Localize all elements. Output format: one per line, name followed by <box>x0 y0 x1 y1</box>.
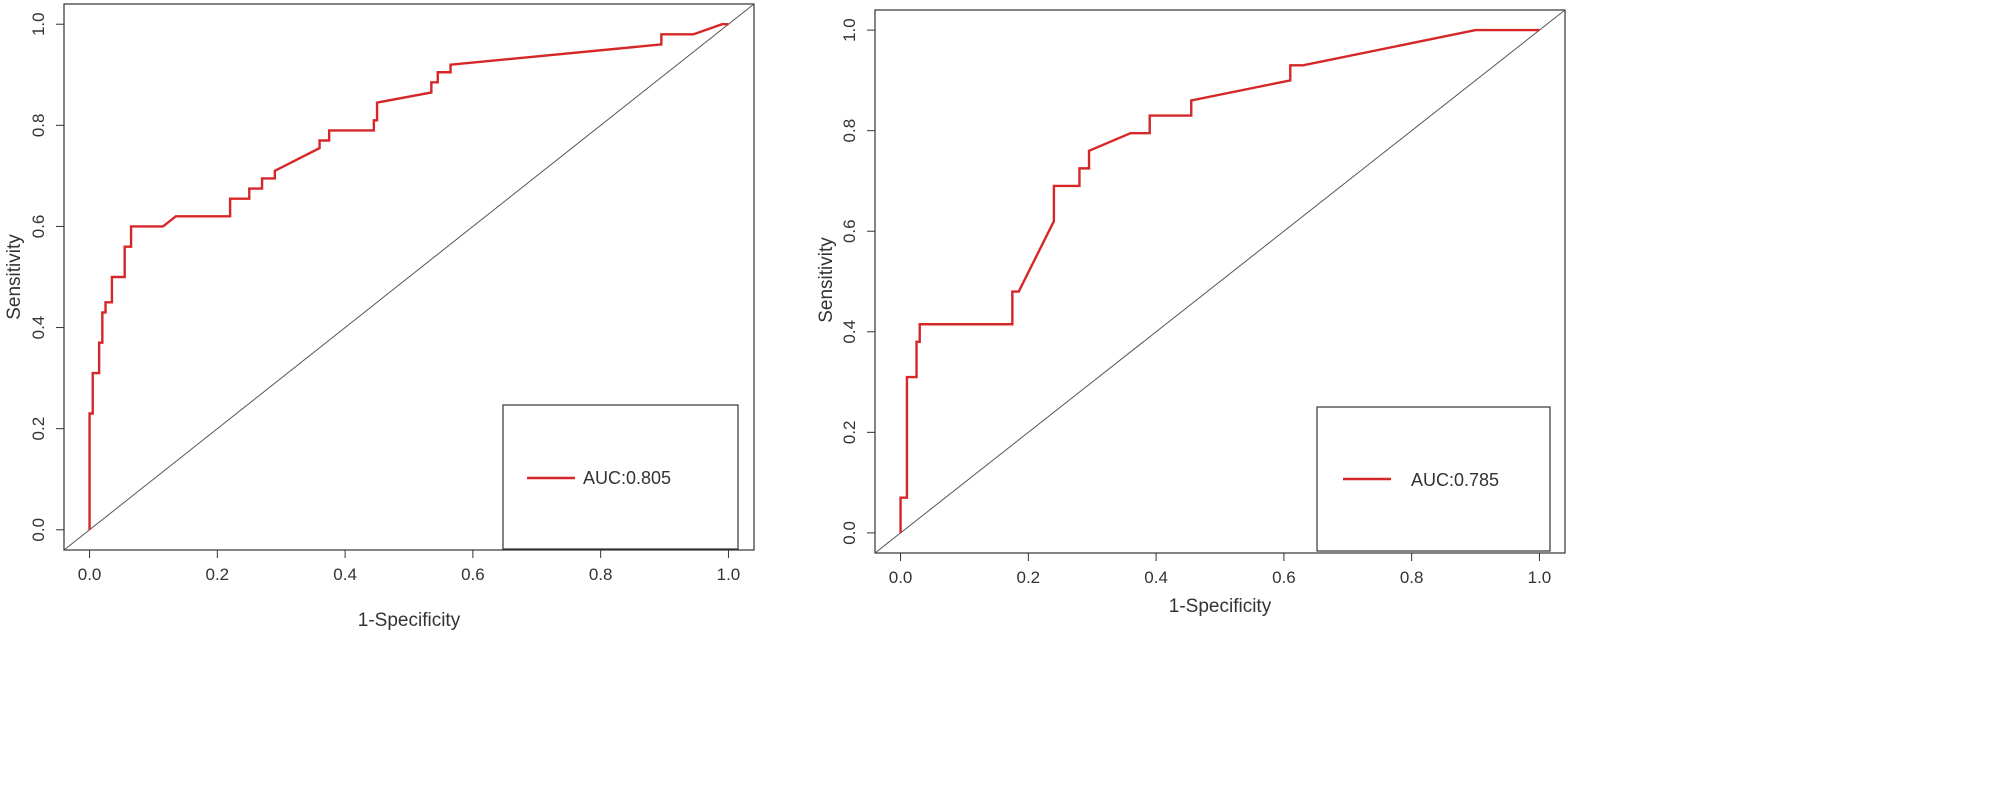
x-tick-label: 0.8 <box>1400 568 1424 587</box>
x-tick-label: 1.0 <box>717 565 741 584</box>
roc-chart-left-svg: 0.0 0.2 0.4 0.6 0.8 1.0 0.0 0.2 0.4 0.6 0.8 1.0 1-… <box>4 3 755 631</box>
legend: AUC:0.785 <box>1316 406 1551 552</box>
x-tick-label: 0.6 <box>1272 568 1296 587</box>
y-tick-label: 1.0 <box>29 12 48 36</box>
y-tick-label: 0.6 <box>840 219 859 243</box>
x-tick-label: 0.0 <box>889 568 913 587</box>
y-axis-title: Sensitivity <box>4 234 25 320</box>
roc-curve <box>899 28 1540 533</box>
y-tick-label: 0.6 <box>29 215 48 239</box>
legend-label: AUC:0.805 <box>583 468 671 488</box>
plot-frame <box>874 9 1566 554</box>
y-tick-label: 1.0 <box>840 18 859 42</box>
legend: AUC:0.805 <box>502 404 739 550</box>
y-tick-label: 0.4 <box>840 320 859 344</box>
roc-chart-right: 0.0 0.2 0.4 0.6 0.8 1.0 0.0 0.2 0.4 0.6 0.8 1.0 1-… <box>811 0 1812 792</box>
x-tick-label: 0.8 <box>589 565 613 584</box>
roc-chart-left: 0.0 0.2 0.4 0.6 0.8 1.0 0.0 0.2 0.4 0.6 0.8 1.0 1-… <box>0 0 1001 792</box>
x-axis-title: 1-Specificity <box>1169 596 1272 617</box>
x-tick-label: 1.0 <box>1528 568 1552 587</box>
x-tick-label: 0.4 <box>1144 568 1168 587</box>
y-axis: 0.0 0.2 0.4 0.6 0.8 1.0 <box>29 12 64 542</box>
reference-diagonal <box>874 9 1566 554</box>
reference-diagonal <box>63 3 755 551</box>
y-tick-label: 0.2 <box>840 421 859 445</box>
y-tick-label: 0.8 <box>840 119 859 143</box>
roc-chart-right-svg: 0.0 0.2 0.4 0.6 0.8 1.0 0.0 0.2 0.4 0.6 0.8 1.0 1-… <box>816 9 1566 617</box>
x-axis-title: 1-Specificity <box>358 610 461 631</box>
y-tick-label: 0.2 <box>29 417 48 441</box>
roc-curve <box>88 23 729 530</box>
y-tick-label: 0.0 <box>840 521 859 545</box>
y-axis: 0.0 0.2 0.4 0.6 0.8 1.0 <box>840 18 875 545</box>
x-tick-label: 0.2 <box>1017 568 1041 587</box>
plot-frame <box>63 3 755 551</box>
x-tick-label: 0.6 <box>461 565 485 584</box>
y-tick-label: 0.0 <box>29 518 48 542</box>
x-tick-label: 0.0 <box>78 565 102 584</box>
y-axis-title: Sensitivity <box>816 237 837 323</box>
legend-label: AUC:0.785 <box>1411 470 1499 490</box>
x-axis: 0.0 0.2 0.4 0.6 0.8 1.0 <box>889 553 1552 587</box>
x-axis: 0.0 0.2 0.4 0.6 0.8 1.0 <box>78 550 741 584</box>
y-tick-label: 0.8 <box>29 114 48 138</box>
y-tick-label: 0.4 <box>29 316 48 340</box>
x-tick-label: 0.2 <box>206 565 230 584</box>
x-tick-label: 0.4 <box>333 565 357 584</box>
